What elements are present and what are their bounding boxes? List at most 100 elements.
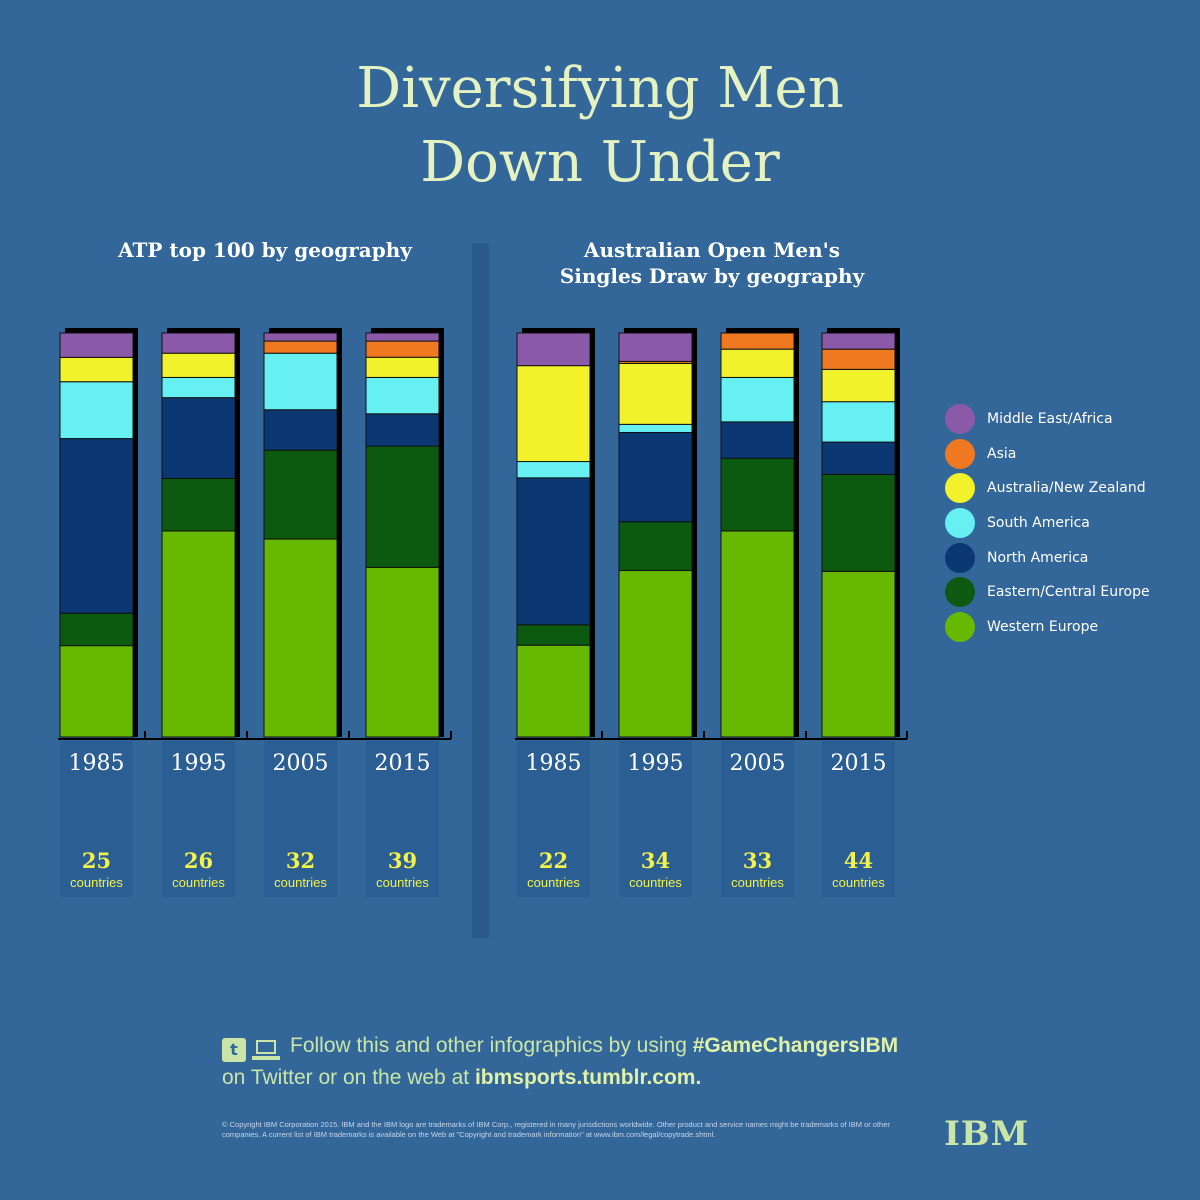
ao-country-count-1985: 22 [539, 848, 568, 873]
atp-bar-2015-south-america [365, 376, 440, 415]
atp-bar-1985-middle-east-africa [59, 332, 134, 358]
atp-bar-1995-eastern-central-europe [161, 477, 236, 532]
atp-bar-1985-south-america [59, 381, 134, 440]
ao-label-column-2005 [721, 741, 794, 897]
atp-countries-label-2005: countries [274, 875, 327, 890]
legend-swatch-australia-new-zealand [945, 473, 975, 504]
ao-bar-2015-western-europe [821, 570, 896, 738]
legend-swatch-western-europe [945, 611, 975, 642]
ao-bar-1985-south-america [516, 461, 591, 479]
ao-countries-label-2015: countries [832, 875, 885, 890]
ao-bar-1995-australia-new-zealand [618, 362, 693, 425]
legend-swatch-south-america [945, 508, 975, 539]
atp-country-count-1985: 25 [82, 848, 111, 873]
footer-web-text: on Twitter or on the web at [222, 1066, 475, 1089]
stacked-bar-charts: 1985 25 countries 1995 26 countries 2005 32 coun… [58, 243, 908, 938]
footer-follow-text: Follow this and other infographics by us… [290, 1034, 693, 1057]
ao-bar-2015-asia [821, 348, 896, 370]
legend-item-eastern-central-europe: Eastern/Central Europe [945, 575, 1195, 610]
atp-year-label-1985: 1985 [69, 751, 125, 776]
panel-divider [472, 243, 489, 938]
atp-chart: 1985 25 countries 1995 26 countries 2005 32 coun… [58, 328, 452, 897]
atp-bar-1995-north-america [161, 397, 236, 479]
legend-label: Asia [987, 445, 1017, 462]
ao-year-label-2005: 2005 [730, 751, 786, 776]
footer-hashtag[interactable]: #GameChangersIBM [692, 1034, 899, 1057]
ao-chart: 1985 22 countries 1995 34 countries 2005 33 coun… [515, 328, 908, 897]
atp-countries-label-1985: countries [70, 875, 123, 890]
legend-swatch-eastern-central-europe [945, 577, 975, 608]
atp-bar-1985-australia-new-zealand [59, 356, 134, 383]
ao-bar-2015-south-america [821, 401, 896, 443]
ao-bar-1995-south-america [618, 423, 693, 433]
ao-bar-2005-north-america [720, 421, 795, 459]
ao-bar-2015-middle-east-africa [821, 332, 896, 350]
atp-bar-1995-australia-new-zealand [161, 352, 236, 378]
legend-swatch-north-america [945, 542, 975, 573]
atp-bar-1995-middle-east-africa [161, 332, 236, 354]
ao-bar-2005-eastern-central-europe [720, 457, 795, 532]
ao-bar-2015-australia-new-zealand [821, 368, 896, 403]
chart-legend: Middle East/Africa Asia Australia/New Zeal… [945, 402, 1195, 644]
footer: t Follow this and other infographics by … [222, 1030, 1082, 1093]
ibm-logo: IBM [944, 1114, 1030, 1154]
atp-chart-title: ATP top 100 by geography [118, 238, 412, 262]
twitter-icon: t [222, 1038, 246, 1062]
atp-bar-2015-australia-new-zealand [365, 356, 440, 378]
ao-chart-title-line-1: Australian Open Men's [583, 238, 841, 262]
atp-bar-2005-eastern-central-europe [263, 449, 338, 540]
legend-item-south-america: South America [945, 506, 1195, 541]
footer-url[interactable]: ibmsports.tumblr.com. [474, 1066, 702, 1089]
atp-bar-1985-western-europe [59, 645, 134, 738]
atp-country-count-2015: 39 [388, 848, 417, 873]
legend-item-north-america: North America [945, 540, 1195, 575]
legend-label: Eastern/Central Europe [987, 584, 1150, 601]
atp-bar-1985-eastern-central-europe [59, 612, 134, 647]
atp-bar-2015-asia [365, 340, 440, 358]
atp-bar-2005-north-america [263, 409, 338, 451]
ao-year-label-2015: 2015 [831, 751, 887, 776]
ao-bar-1985-middle-east-africa [516, 332, 591, 367]
legend-swatch-middle-east-africa [945, 404, 975, 435]
legend-item-australia-new-zealand: Australia/New Zealand [945, 471, 1195, 506]
atp-bar-2005-south-america [263, 352, 338, 411]
legend-label: Australia/New Zealand [987, 480, 1146, 497]
atp-bar-2005-western-europe [263, 538, 338, 738]
legend-label: Western Europe [987, 618, 1099, 635]
ao-bar-1995-western-europe [618, 570, 693, 738]
legend-item-middle-east-africa: Middle East/Africa [945, 402, 1195, 437]
ao-year-label-1985: 1985 [526, 751, 582, 776]
ao-country-count-2005: 33 [743, 848, 772, 873]
atp-country-count-1995: 26 [184, 848, 213, 873]
atp-country-count-2005: 32 [286, 848, 315, 873]
legend-label: Middle East/Africa [987, 411, 1113, 428]
laptop-icon [252, 1038, 280, 1062]
atp-bar-2015-eastern-central-europe [365, 445, 440, 568]
ao-bar-1985-western-europe [516, 644, 591, 738]
ao-bar-1985-eastern-central-europe [516, 624, 591, 646]
ao-bar-1985-australia-new-zealand [516, 365, 591, 463]
ao-label-column-1985 [517, 741, 590, 897]
legend-label: South America [987, 515, 1090, 532]
ao-label-column-1995 [619, 741, 692, 897]
copyright-notice: © Copyright IBM Corporation 2015. IBM an… [222, 1120, 890, 1139]
ao-bar-2005-south-america [720, 376, 795, 423]
ao-bar-1995-middle-east-africa [618, 332, 693, 362]
ao-bar-2005-australia-new-zealand [720, 348, 795, 378]
atp-bar-2005-middle-east-africa [263, 332, 338, 342]
ao-year-label-1995: 1995 [628, 751, 684, 776]
ao-country-count-2015: 44 [844, 848, 873, 873]
ao-bar-2005-asia [720, 332, 795, 350]
ao-chart-title-line-2: Singles Draw by geography [559, 264, 865, 288]
ao-bar-2015-eastern-central-europe [821, 473, 896, 572]
ao-bar-2005-western-europe [720, 530, 795, 738]
ao-country-count-1995: 34 [641, 848, 670, 873]
ao-countries-label-2005: countries [731, 875, 784, 890]
ao-bar-1995-eastern-central-europe [618, 521, 693, 572]
ao-label-column-2015 [822, 741, 895, 897]
ao-countries-label-1995: countries [629, 875, 682, 890]
legend-item-western-europe: Western Europe [945, 610, 1195, 645]
footer-icons: t [222, 1038, 280, 1062]
legend-label: North America [987, 549, 1089, 566]
ao-bar-1995-north-america [618, 431, 693, 523]
